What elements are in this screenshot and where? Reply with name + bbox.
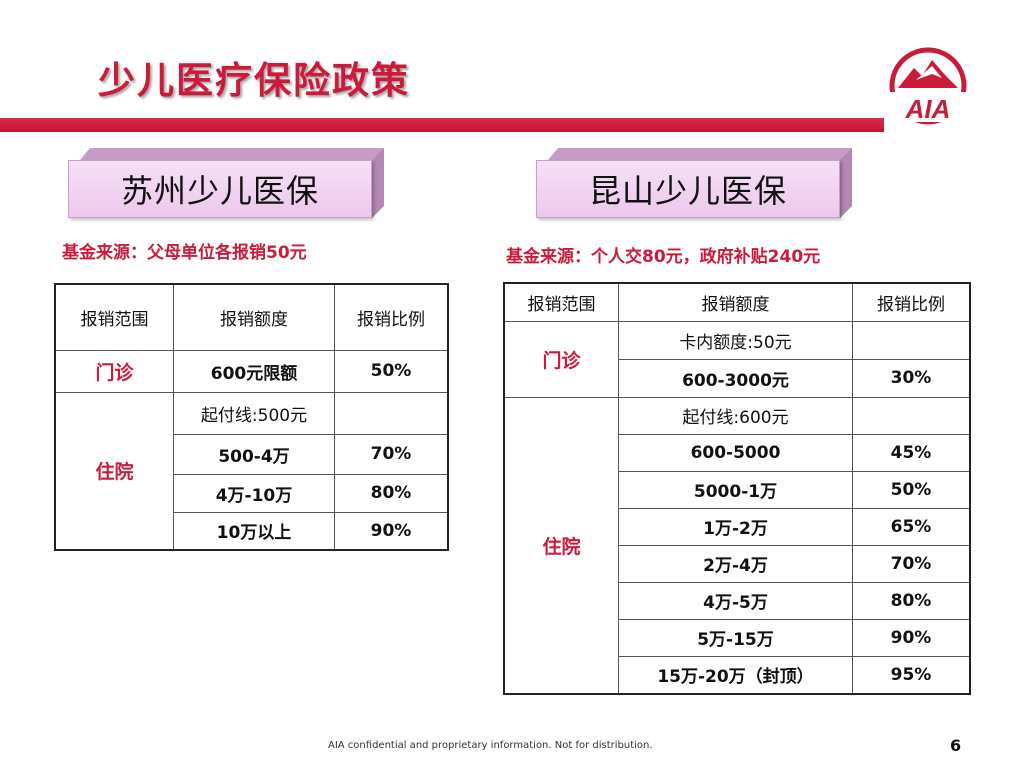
table-row: 2万-4万 70% <box>504 544 971 583</box>
inpatient-amount: 2万-4万 <box>618 544 853 583</box>
table-row: 门诊 600元限额 50% <box>54 349 449 393</box>
table-row: 门诊 卡内额度:50元 <box>503 320 971 398</box>
table-row: 4万-10万 80% <box>55 473 449 513</box>
outpatient-ratio: 30% <box>852 358 971 398</box>
table-row: 600-5000 45% <box>504 433 971 472</box>
inpatient-ratio: 90% <box>852 618 971 657</box>
inpatient-label: 住院 <box>54 391 174 551</box>
header-scope: 报销范围 <box>54 283 174 351</box>
header-ratio: 报销比例 <box>334 283 449 351</box>
page-number: 6 <box>950 736 962 755</box>
table-row: 4万-5万 80% <box>504 581 971 620</box>
table-row: 5000-1万 50% <box>504 470 971 509</box>
slide-title: 少儿医疗保险政策 <box>98 59 410 102</box>
inpatient-ratio: 45% <box>852 433 971 472</box>
inpatient-ratio: 65% <box>852 507 971 546</box>
inpatient-ratio: 70% <box>852 544 971 583</box>
inpatient-ratio: 80% <box>334 473 449 513</box>
table-row: 10万以上 90% <box>55 511 449 551</box>
inpatient-amount: 5万-15万 <box>618 618 853 657</box>
inpatient-label: 住院 <box>503 396 619 695</box>
outpatient-label: 门诊 <box>503 320 619 398</box>
inpatient-ratio: 90% <box>334 511 449 551</box>
confidential-footer: AIA confidential and proprietary informa… <box>328 740 653 751</box>
header-ratio: 报销比例 <box>852 282 971 322</box>
fund-source-suzhou: 基金来源：父母单位各报销50元 <box>62 243 307 263</box>
inpatient-amount: 起付线:500元 <box>173 391 335 435</box>
kunshan-policy-table: 报销范围 报销额度 报销比例 门诊 卡内额度:50元 600-3000元 30%… <box>503 282 971 695</box>
fund-source-kunshan: 基金来源：个人交80元，政府补贴240元 <box>506 247 821 267</box>
inpatient-amount: 500-4万 <box>173 433 335 475</box>
aia-logo-text: AIA <box>905 94 951 124</box>
suzhou-policy-table: 报销范围 报销额度 报销比例 门诊 600元限额 50% 住院 起付线:500元… <box>54 283 449 551</box>
inpatient-ratio: 50% <box>852 470 971 509</box>
inpatient-amount: 600-5000 <box>618 433 853 472</box>
outpatient-ratio: 50% <box>334 349 449 393</box>
outpatient-amount: 600元限额 <box>173 349 335 393</box>
aia-logo-icon: AIA <box>886 47 970 125</box>
banner-kunshan-label: 昆山少儿医保 <box>536 160 840 218</box>
inpatient-ratio: 95% <box>852 655 971 695</box>
inpatient-amount: 10万以上 <box>173 511 335 551</box>
inpatient-amount: 1万-2万 <box>618 507 853 546</box>
inpatient-ratio <box>852 396 971 435</box>
outpatient-ratio <box>852 320 971 360</box>
outpatient-amount: 卡内额度:50元 <box>618 320 853 360</box>
header-amount: 报销额度 <box>173 283 335 351</box>
header-amount: 报销额度 <box>618 282 853 322</box>
inpatient-amount: 4万-10万 <box>173 473 335 513</box>
table-row: 1万-2万 65% <box>504 507 971 546</box>
outpatient-amount: 600-3000元 <box>618 358 853 398</box>
inpatient-amount: 5000-1万 <box>618 470 853 509</box>
inpatient-ratio <box>334 391 449 435</box>
table-row: 15万-20万（封顶） 95% <box>504 655 971 695</box>
inpatient-amount: 起付线:600元 <box>618 396 853 435</box>
outpatient-label: 门诊 <box>54 349 174 393</box>
table-row: 住院 起付线:600元 <box>503 396 971 695</box>
inpatient-amount: 4万-5万 <box>618 581 853 620</box>
table-header-row: 报销范围 报销额度 报销比例 <box>503 282 971 322</box>
banner-suzhou: 苏州少儿医保 <box>68 148 384 218</box>
header-scope: 报销范围 <box>503 282 619 322</box>
table-row: 600-3000元 30% <box>504 358 971 398</box>
banner-suzhou-label: 苏州少儿医保 <box>68 160 372 218</box>
inpatient-amount: 15万-20万（封顶） <box>618 655 853 695</box>
banner-kunshan: 昆山少儿医保 <box>536 148 852 218</box>
inpatient-ratio: 70% <box>334 433 449 475</box>
inpatient-ratio: 80% <box>852 581 971 620</box>
table-header-row: 报销范围 报销额度 报销比例 <box>54 283 449 351</box>
title-divider-bar <box>0 118 884 132</box>
table-row: 住院 起付线:500元 <box>54 391 449 551</box>
